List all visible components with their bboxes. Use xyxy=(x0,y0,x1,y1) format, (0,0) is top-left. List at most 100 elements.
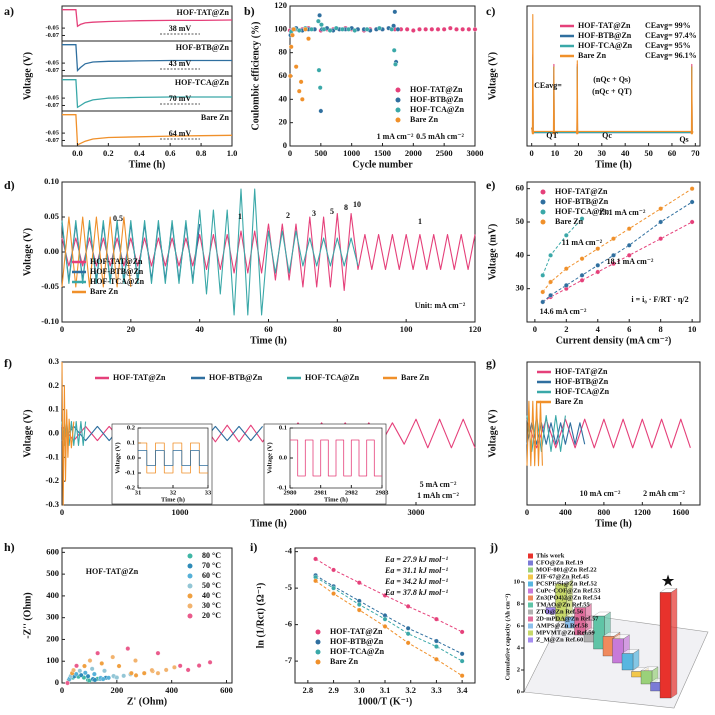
x-axis-label: Time (h) xyxy=(250,518,287,529)
series-line xyxy=(61,361,75,506)
series-line xyxy=(526,422,586,445)
y-axis-label: Voltage (V) xyxy=(266,442,273,473)
plot-frame xyxy=(526,361,701,506)
y-tick-label: -0.07 xyxy=(45,137,59,144)
panel: f) 0 1000 2000 3000 -0.3 -0.2 -0.1 0.0 0.1 0.2 0.3 T… xyxy=(4,356,476,529)
x-tick-label: 33 xyxy=(205,489,212,496)
data-point xyxy=(306,36,311,42)
y-tick-label: 100 xyxy=(274,23,287,33)
data-point xyxy=(548,279,553,285)
data-point xyxy=(89,666,95,672)
bar xyxy=(602,636,615,657)
annotation: 0.5 xyxy=(113,214,123,223)
annotation: 1 xyxy=(418,217,422,226)
data-point xyxy=(95,650,100,656)
data-point xyxy=(133,658,138,663)
legend-label: CFO@Zn Ref.19 xyxy=(536,559,584,566)
bar xyxy=(650,682,662,692)
y-tick-label: 60 xyxy=(279,70,288,80)
data-point xyxy=(434,616,439,622)
data-point xyxy=(116,663,122,669)
data-point xyxy=(429,26,435,32)
ce-label: CEavg= 97.4% xyxy=(645,31,697,40)
x-axis-label: Time (h) xyxy=(595,518,632,529)
y-tick-label: -5 xyxy=(285,582,292,592)
data-point xyxy=(579,272,585,278)
y-tick-label: -7 xyxy=(285,655,293,665)
annotation: 10 xyxy=(353,200,361,209)
data-point xyxy=(125,646,131,651)
legend-swatch xyxy=(528,623,533,629)
data-point xyxy=(459,658,465,664)
legend-label: HOF-BTB@Zn xyxy=(578,31,632,40)
data-point xyxy=(155,670,161,676)
y-axis-label: -Z'' (Ohm) xyxy=(22,592,33,638)
plot-frame xyxy=(61,181,476,323)
series-line xyxy=(62,9,233,28)
data-point xyxy=(291,26,297,32)
data-point xyxy=(356,602,362,607)
data-point xyxy=(196,663,202,668)
x-tick-label: 3000 xyxy=(467,148,484,158)
y-tick-label: 0.1 xyxy=(279,424,287,431)
data-point xyxy=(73,671,79,677)
legend-label: 50 °C xyxy=(202,581,221,590)
x-tick-label: 50 xyxy=(644,148,653,158)
x-tick-label: 1600 xyxy=(672,507,689,517)
data-point xyxy=(405,631,411,637)
annotation: CEavg= xyxy=(534,81,562,90)
data-point xyxy=(299,96,305,102)
x-axis-label: Time (h) xyxy=(129,159,166,170)
y-tick-label: 0.00 xyxy=(44,246,59,256)
annotation: i = i₀ · F/RT · η/2 xyxy=(631,295,688,304)
z-axis-label: Cumulative capacity (Ah cm⁻²) xyxy=(504,594,511,681)
y-tick-label: 300 xyxy=(46,612,59,622)
plot-frame xyxy=(526,181,701,323)
x-tick-label: 800 xyxy=(598,507,611,517)
data-point xyxy=(327,28,333,33)
data-point xyxy=(548,252,553,258)
data-point xyxy=(611,261,616,267)
data-point xyxy=(423,26,429,32)
annotation: 18.1 mA cm⁻² xyxy=(607,257,654,266)
panel-label: g) xyxy=(486,356,496,370)
series-line xyxy=(61,212,476,292)
legend-swatch xyxy=(528,560,533,566)
legend-label: This work xyxy=(536,552,565,559)
data-point xyxy=(595,246,601,252)
data-point xyxy=(410,28,416,33)
y-tick-label: 0.2 xyxy=(48,380,59,390)
y-tick-label: 20 xyxy=(279,117,288,127)
legend-label: HOF-TCA@Zn xyxy=(410,105,465,114)
x-tick-label: 2980 xyxy=(284,489,297,496)
legend-label: Bare Zn xyxy=(578,51,607,60)
data-point xyxy=(133,673,139,678)
legend-label: ZTO@Zn Ref.56 xyxy=(536,608,584,615)
data-point xyxy=(331,591,336,596)
annotation: (nQc + QT) xyxy=(592,87,632,96)
bar xyxy=(612,638,624,664)
data-point xyxy=(563,232,569,238)
data-point xyxy=(333,25,339,31)
data-point xyxy=(658,219,664,225)
data-point xyxy=(382,624,388,629)
series-line xyxy=(290,439,382,477)
data-point xyxy=(393,61,398,67)
annotation: Qs xyxy=(679,135,688,144)
legend-swatch xyxy=(540,199,546,205)
panel-label: i) xyxy=(250,540,257,554)
legend-label: Zn3(PO4)2@Zn Ref.54 xyxy=(536,594,601,601)
ce-label: CEavg= 99% xyxy=(645,21,691,30)
legend-label: ZIF-67@Zn Ref.45 xyxy=(536,573,590,580)
bar-top xyxy=(612,634,630,639)
legend-swatch xyxy=(395,117,401,123)
data-point xyxy=(435,26,441,32)
x-tick-label: 0 xyxy=(288,148,292,158)
x-tick-label: 0 xyxy=(533,324,537,334)
legend-label: HOF-TAT@Zn xyxy=(555,367,608,376)
data-point xyxy=(331,567,336,573)
ea-label: Ea = 34.2 kJ mol⁻¹ xyxy=(384,577,449,586)
annotation: 14.6 mA cm⁻² xyxy=(540,307,587,316)
data-point xyxy=(318,108,324,114)
x-tick-label: 600 xyxy=(220,685,233,695)
